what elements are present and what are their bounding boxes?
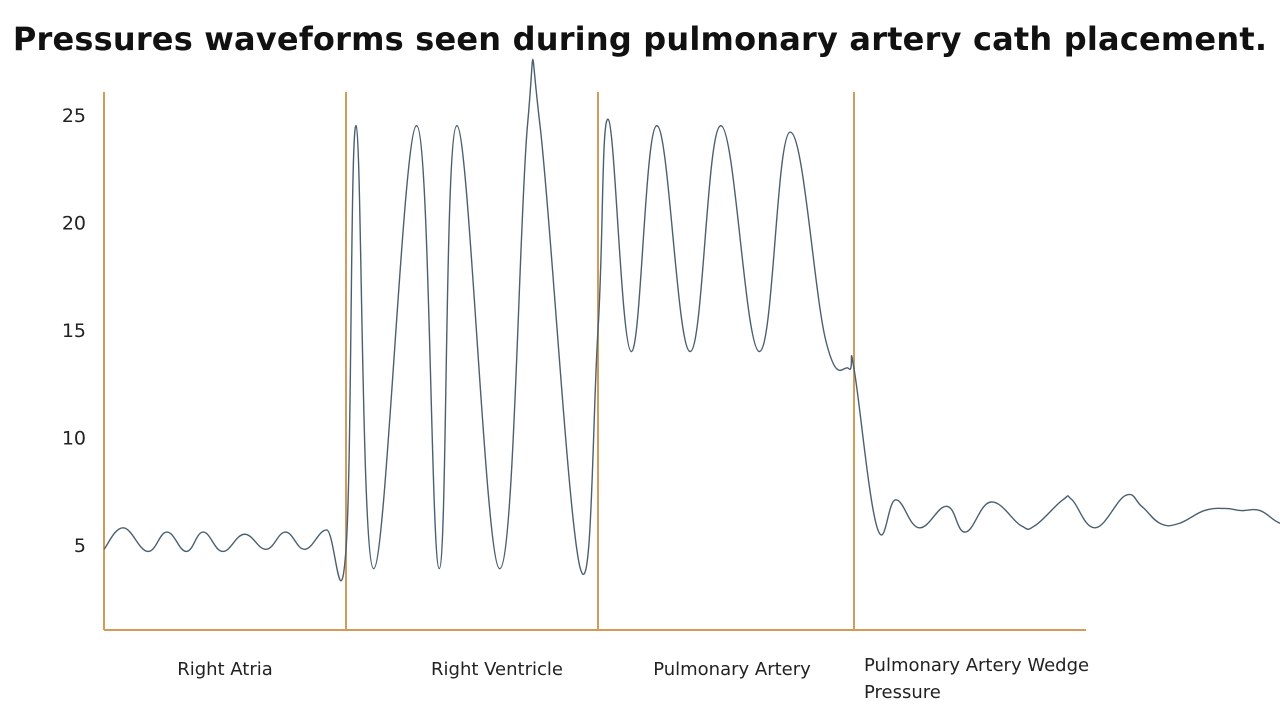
chart-title: Pressures waveforms seen during pulmonar… xyxy=(12,20,1268,58)
section-labels: Right Atria Right Ventricle Pulmonary Arte… xyxy=(177,655,1089,703)
y-tick-label: 20 xyxy=(62,213,86,235)
section-label: Right Ventricle xyxy=(431,659,563,680)
section-dividers xyxy=(345,92,855,630)
y-tick-label: 10 xyxy=(62,428,86,450)
y-tick-label: 15 xyxy=(62,320,86,342)
axes xyxy=(103,92,1086,631)
section-label: Pulmonary Artery Wedge Pressure xyxy=(864,655,1089,703)
pressure-waveform-line xyxy=(103,58,1280,582)
section-label: Pulmonary Artery xyxy=(653,659,811,680)
section-label: Right Atria xyxy=(177,659,273,680)
y-axis-ticks: 5 10 15 20 25 xyxy=(62,105,86,557)
waveform xyxy=(103,58,1280,582)
y-tick-label: 5 xyxy=(74,535,86,557)
y-tick-label: 25 xyxy=(62,105,86,127)
